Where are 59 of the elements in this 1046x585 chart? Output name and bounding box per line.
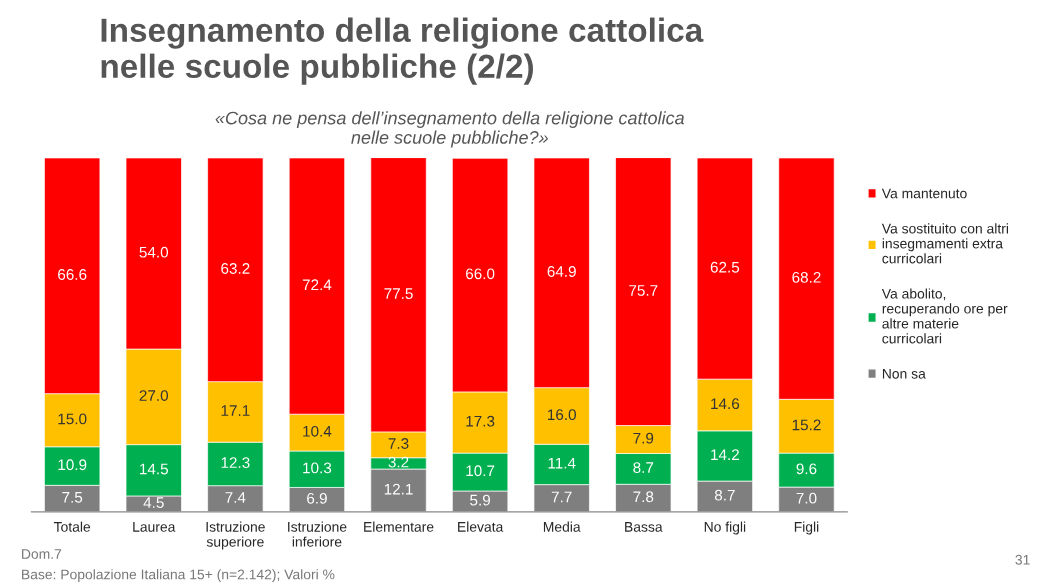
data-label: 14.6 (711, 398, 740, 410)
data-label: 10.4 (303, 425, 332, 437)
data-label: 3.2 (388, 456, 409, 468)
x-tick-label: Elevata (458, 521, 504, 532)
chart-subtitle: «Cosa ne pensa dell’insegnamento della religione cattolica nelle scuole pubbliche?» (215, 111, 685, 148)
x-tick-label: Elementare (364, 521, 434, 532)
data-label: 27.0 (139, 390, 169, 401)
data-label: 12.1 (384, 483, 413, 495)
x-tick-label: Totale (53, 521, 91, 532)
x-tick-label: Istruzione superiore (206, 521, 265, 550)
x-tick-label: Bassa (625, 522, 663, 532)
x-tick-label: Istruzione inferiore (288, 521, 347, 547)
data-label: 14.5 (140, 463, 168, 475)
data-label: 4.5 (143, 497, 164, 509)
data-label: 15.0 (58, 413, 87, 425)
data-label: 72.4 (302, 279, 332, 291)
data-label: 77.5 (384, 288, 413, 300)
data-label: 7.9 (633, 432, 654, 444)
legend-label: Va mantenuto (881, 188, 967, 199)
legend-label: Non sa (882, 368, 926, 379)
data-label: 7.4 (225, 492, 246, 503)
x-tick-label: Media (543, 521, 581, 532)
data-label: 17.3 (466, 415, 495, 427)
data-label: 17.1 (221, 405, 250, 416)
data-label: 7.0 (796, 492, 817, 504)
data-label: 64.9 (547, 266, 576, 277)
data-label: 7.8 (633, 491, 654, 503)
data-label: 14.2 (711, 449, 739, 460)
data-label: 10.7 (466, 465, 495, 477)
data-label: 16.0 (548, 409, 576, 421)
data-label: 9.6 (796, 463, 817, 475)
data-label: 7.7 (551, 491, 572, 503)
data-label: 8.7 (633, 462, 654, 473)
data-label: 62.5 (710, 261, 740, 273)
data-label: 8.7 (714, 489, 735, 501)
data-label: 63.2 (221, 263, 250, 274)
legend-label: Va abolito, recuperando ore per altre materie curricolari (881, 288, 1008, 344)
data-label: 12.3 (221, 457, 250, 469)
chart-title: Insegnamento della religione cattolica nelle scuole pubbliche (2/2) (101, 17, 704, 85)
x-tick-label: Figli (794, 521, 819, 535)
data-label: 10.9 (58, 459, 87, 471)
text: Base: Popolazione Italiana 15+ (n=2.142); Valori % (22, 569, 335, 583)
text: Dom.7 (22, 549, 62, 559)
data-label: 7.5 (62, 492, 83, 503)
text: 31 (1015, 554, 1030, 565)
data-label: 6.9 (307, 492, 327, 504)
data-label: 11.4 (548, 457, 576, 469)
data-label: 66.6 (58, 269, 87, 280)
data-label: 10.3 (303, 462, 332, 474)
data-label: 7.3 (388, 438, 409, 449)
data-label: 15.2 (792, 419, 821, 431)
data-label: 68.2 (792, 271, 821, 283)
x-tick-label: No figli (704, 521, 746, 535)
x-tick-label: Laurea (133, 522, 176, 532)
data-label: 5.9 (470, 494, 491, 506)
data-label: 66.0 (466, 268, 495, 280)
legend-label: Va sostituito con altri insegmamenti extra curricolari (881, 223, 1008, 264)
data-label: 75.7 (629, 285, 658, 296)
data-label: 54.0 (139, 246, 169, 258)
